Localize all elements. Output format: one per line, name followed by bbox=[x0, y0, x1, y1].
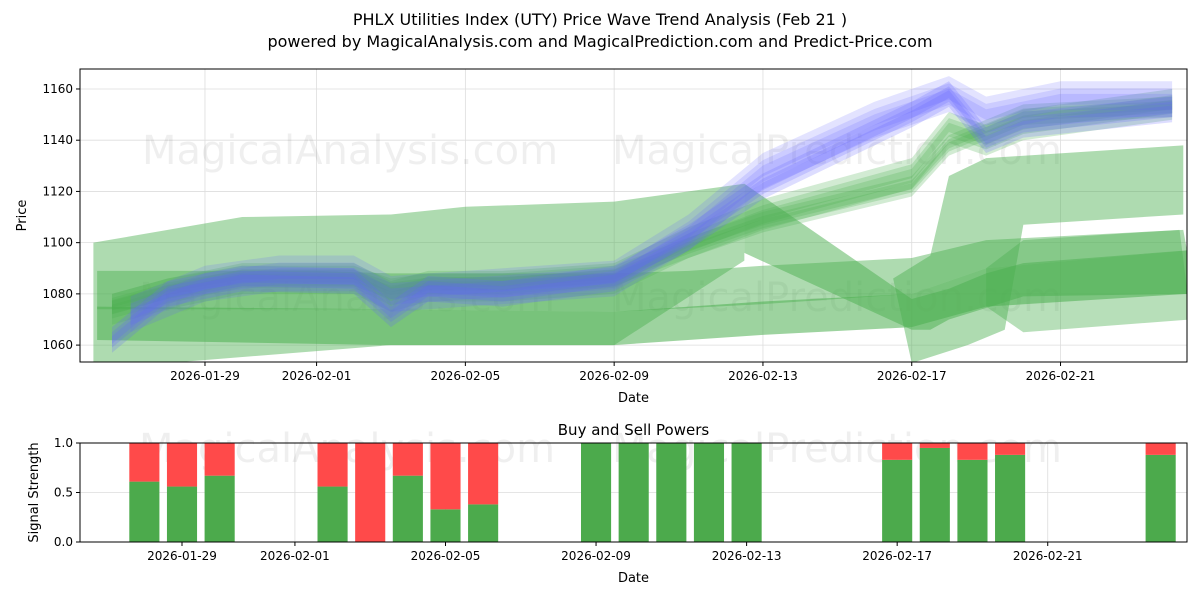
x-tick-label: 2026-02-05 bbox=[411, 549, 481, 563]
buy-bar bbox=[1145, 454, 1176, 542]
y-tick-label: 0.0 bbox=[54, 535, 73, 549]
buy-bar bbox=[204, 475, 235, 542]
buy-bar bbox=[317, 486, 348, 542]
x-tick-label: 2026-02-09 bbox=[561, 549, 631, 563]
sell-bar bbox=[166, 443, 198, 487]
buy-bar bbox=[618, 443, 649, 542]
buy-bar bbox=[166, 486, 198, 542]
x-axis-label: Date bbox=[618, 571, 649, 586]
y-tick-label: 0.5 bbox=[54, 486, 73, 500]
buy-bar bbox=[919, 447, 950, 542]
trend-wave-band bbox=[111, 95, 1173, 319]
chart-title: PHLX Utilities Index (UTY) Price Wave Tr… bbox=[352, 10, 848, 29]
x-tick-label: 2026-02-17 bbox=[877, 369, 947, 383]
x-axis-label: Date bbox=[618, 391, 649, 406]
y-tick-label: 1080 bbox=[42, 287, 73, 301]
plot-frame bbox=[79, 68, 1188, 363]
x-tick-label: 2026-02-09 bbox=[579, 369, 649, 383]
y-tick-label: 1100 bbox=[42, 236, 73, 250]
y-tick-label: 1140 bbox=[42, 133, 73, 147]
y-tick-label: 1060 bbox=[42, 338, 73, 352]
sell-bar bbox=[995, 443, 1026, 455]
watermark: MagicalPrediction.com bbox=[612, 128, 1062, 174]
buy-bar bbox=[731, 443, 762, 542]
x-tick-label: 2026-02-01 bbox=[282, 369, 352, 383]
sell-bar bbox=[317, 443, 348, 487]
y-axis-label: Signal Strength bbox=[27, 442, 42, 542]
chart-subtitle: powered by MagicalAnalysis.com and Magic… bbox=[267, 32, 933, 51]
x-tick-label: 2026-02-21 bbox=[1013, 549, 1083, 563]
buy-bar bbox=[656, 443, 687, 542]
trend-wave-band bbox=[130, 83, 1173, 326]
sell-bar bbox=[1145, 443, 1176, 455]
x-tick-label: 2026-02-21 bbox=[1026, 369, 1096, 383]
sell-bar bbox=[204, 443, 235, 476]
watermark: MagicalAnalysis.com bbox=[142, 128, 558, 174]
x-tick-label: 2026-02-01 bbox=[260, 549, 330, 563]
plot-frame bbox=[79, 442, 1188, 543]
buy-bar bbox=[468, 504, 499, 542]
trend-wave-band bbox=[111, 100, 1173, 311]
subplot-title: Buy and Sell Powers bbox=[558, 421, 710, 439]
trend-wave-band bbox=[111, 88, 1173, 325]
x-tick-label: 2026-01-29 bbox=[170, 369, 240, 383]
sell-bar bbox=[392, 443, 423, 476]
y-axis-label: Price bbox=[15, 200, 30, 232]
buy-bar bbox=[430, 509, 461, 542]
buy-bar bbox=[580, 443, 612, 542]
sell-bar bbox=[957, 443, 988, 460]
price-plot-area bbox=[93, 76, 1187, 362]
y-tick-label: 1160 bbox=[42, 82, 73, 96]
sell-bar bbox=[355, 443, 386, 542]
y-tick-label: 1120 bbox=[42, 184, 73, 198]
prediction-band bbox=[986, 229, 1187, 333]
x-tick-label: 2026-02-13 bbox=[728, 369, 798, 383]
trend-wave-band bbox=[111, 96, 1173, 315]
x-tick-label: 2026-01-29 bbox=[147, 549, 217, 563]
sell-bar bbox=[129, 443, 160, 482]
prediction-band bbox=[97, 229, 1187, 312]
sell-bar bbox=[919, 443, 950, 448]
y-tick-label: 1.0 bbox=[54, 436, 73, 450]
buy-bar bbox=[129, 481, 160, 542]
sell-bar bbox=[882, 443, 913, 460]
buy-bar bbox=[693, 443, 725, 542]
sell-bar bbox=[468, 443, 499, 505]
trend-wave-band bbox=[111, 103, 1173, 308]
prediction-band bbox=[744, 183, 1187, 330]
prediction-band bbox=[893, 145, 1184, 362]
x-tick-label: 2026-02-17 bbox=[862, 549, 932, 563]
buy-bar bbox=[957, 459, 988, 542]
trend-wave-band bbox=[111, 81, 1173, 353]
trend-wave-band bbox=[111, 99, 1173, 314]
buy-bar bbox=[392, 475, 423, 542]
buy-bar bbox=[882, 459, 913, 542]
buy-bar bbox=[995, 454, 1026, 542]
trend-wave-band bbox=[130, 76, 1173, 333]
x-tick-label: 2026-02-13 bbox=[712, 549, 782, 563]
x-tick-label: 2026-02-05 bbox=[430, 369, 500, 383]
sell-bar bbox=[430, 443, 461, 510]
